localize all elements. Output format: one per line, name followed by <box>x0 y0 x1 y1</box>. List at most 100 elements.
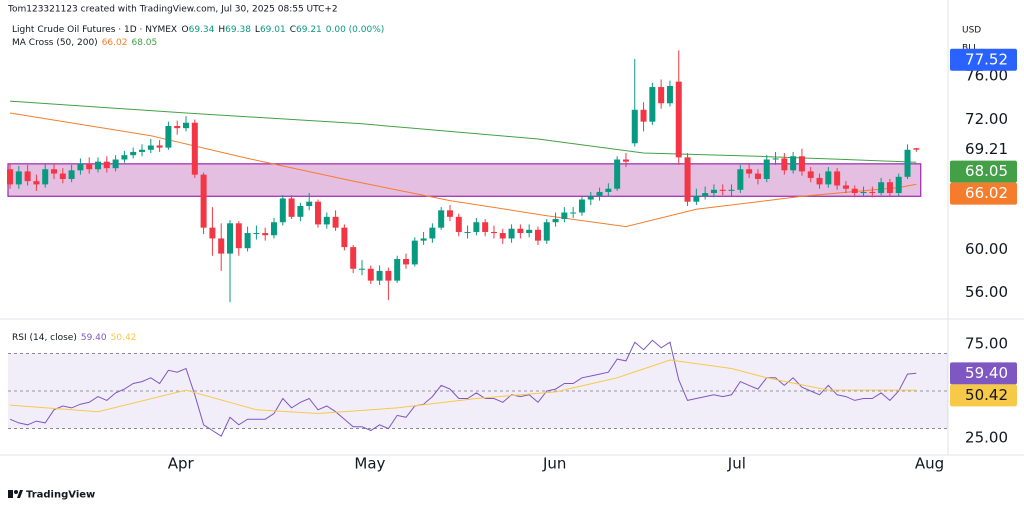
candle-body <box>314 201 321 225</box>
candle-body <box>710 189 717 194</box>
candle-body <box>59 173 66 179</box>
legend-value: 69.34 <box>189 25 215 35</box>
legend-title: MA Cross (50, 200) <box>12 38 98 48</box>
candle-body <box>103 161 110 169</box>
candle-body <box>323 216 330 225</box>
price-tag <box>950 182 1017 205</box>
candle-body <box>112 159 119 169</box>
candle-body <box>68 170 75 179</box>
candle-body <box>587 196 594 200</box>
candle-body <box>332 216 339 228</box>
candle-body <box>658 87 665 104</box>
rsi-line <box>9 359 917 415</box>
candle-body <box>350 247 357 269</box>
price-tag <box>950 384 1017 407</box>
candle-body <box>376 270 383 281</box>
candle-body <box>121 155 128 160</box>
price-tag <box>950 362 1017 385</box>
y-tick-label: 56.00 <box>965 283 1008 301</box>
candle-body <box>684 157 691 202</box>
candle-body <box>77 163 84 171</box>
legend-title: RSI (14, close) <box>12 333 77 343</box>
legend: RSI (14, close) 59.40 50.42 <box>12 333 136 343</box>
candle-body <box>420 238 427 241</box>
legend: Light Crude Oil Futures · 1D · NYMEX O69.… <box>12 25 384 35</box>
logo-mark <box>14 490 18 494</box>
price-tag <box>950 48 1017 71</box>
candle-body <box>904 149 911 177</box>
y-tick-label: 60.00 <box>965 240 1008 258</box>
candle-body <box>781 158 788 171</box>
price-tag-label: 59.40 <box>965 364 1008 382</box>
candle-body <box>209 227 216 239</box>
header: Tom123321123 created with TradingView.co… <box>7 5 338 15</box>
candle-body <box>279 198 286 223</box>
candle-body <box>834 171 841 186</box>
logo-mark <box>17 490 23 498</box>
candle-body <box>42 169 49 185</box>
candle-body <box>754 173 761 179</box>
candle-body <box>878 182 885 194</box>
candle-body <box>130 151 137 156</box>
candle-body <box>649 87 656 122</box>
candle-body <box>851 188 858 194</box>
candle-body <box>455 216 462 232</box>
candle-body <box>367 268 374 281</box>
candle-body <box>95 161 102 170</box>
legend: MA Cross (50, 200) 66.02 68.05 <box>12 38 157 48</box>
candle-body <box>622 159 629 162</box>
candle-body <box>534 229 541 241</box>
candle-body <box>552 218 559 223</box>
candle-body <box>226 223 233 254</box>
candle-body <box>482 222 489 232</box>
candle-body <box>869 191 876 194</box>
candle-body <box>191 122 198 175</box>
candle-body <box>543 222 550 241</box>
y-tick-label: 76.00 <box>965 67 1008 85</box>
candle-body <box>640 109 647 122</box>
candle-body <box>51 169 58 174</box>
candle-body <box>147 145 154 150</box>
candle-body <box>913 148 920 150</box>
candle-body <box>358 268 365 270</box>
candle-body <box>270 222 277 236</box>
candle-body <box>288 198 295 217</box>
currency: USD <box>962 26 981 36</box>
legend-key: O <box>182 25 189 35</box>
candle-body <box>297 206 304 217</box>
zone <box>7 163 922 197</box>
candle-body <box>631 109 638 144</box>
candle-body <box>825 171 832 185</box>
candle-body <box>15 171 22 185</box>
legend-value: 69.38 <box>225 25 251 35</box>
candle-body <box>200 174 207 228</box>
candle-body <box>446 210 453 217</box>
candle-body <box>860 191 867 194</box>
ma-line <box>9 112 917 228</box>
candle-body <box>244 233 251 249</box>
candle-body <box>385 270 392 281</box>
candle-body <box>561 212 568 219</box>
candle-body <box>394 259 401 281</box>
price-tag-label: 66.02 <box>965 184 1008 202</box>
unit: BLL <box>962 44 978 54</box>
candle-body <box>438 210 445 228</box>
candle-body <box>490 231 497 234</box>
x-tick-label: Jul <box>727 455 746 473</box>
y-tick-label: 72.00 <box>965 110 1008 128</box>
candle-body <box>790 156 797 171</box>
candle-body <box>763 159 770 179</box>
candle-body <box>886 182 893 194</box>
legend-key: C <box>290 25 296 35</box>
legend-key: H <box>218 25 225 35</box>
candle-body <box>666 85 673 104</box>
y-tick-label: 25.00 <box>965 428 1008 446</box>
candle-body <box>605 188 612 192</box>
candle-body <box>262 233 269 236</box>
x-tick-label: May <box>354 455 385 473</box>
legend-value: 50.42 <box>111 333 137 343</box>
candle-body <box>526 229 533 234</box>
candle-body <box>508 228 515 239</box>
candle-body <box>306 201 313 207</box>
